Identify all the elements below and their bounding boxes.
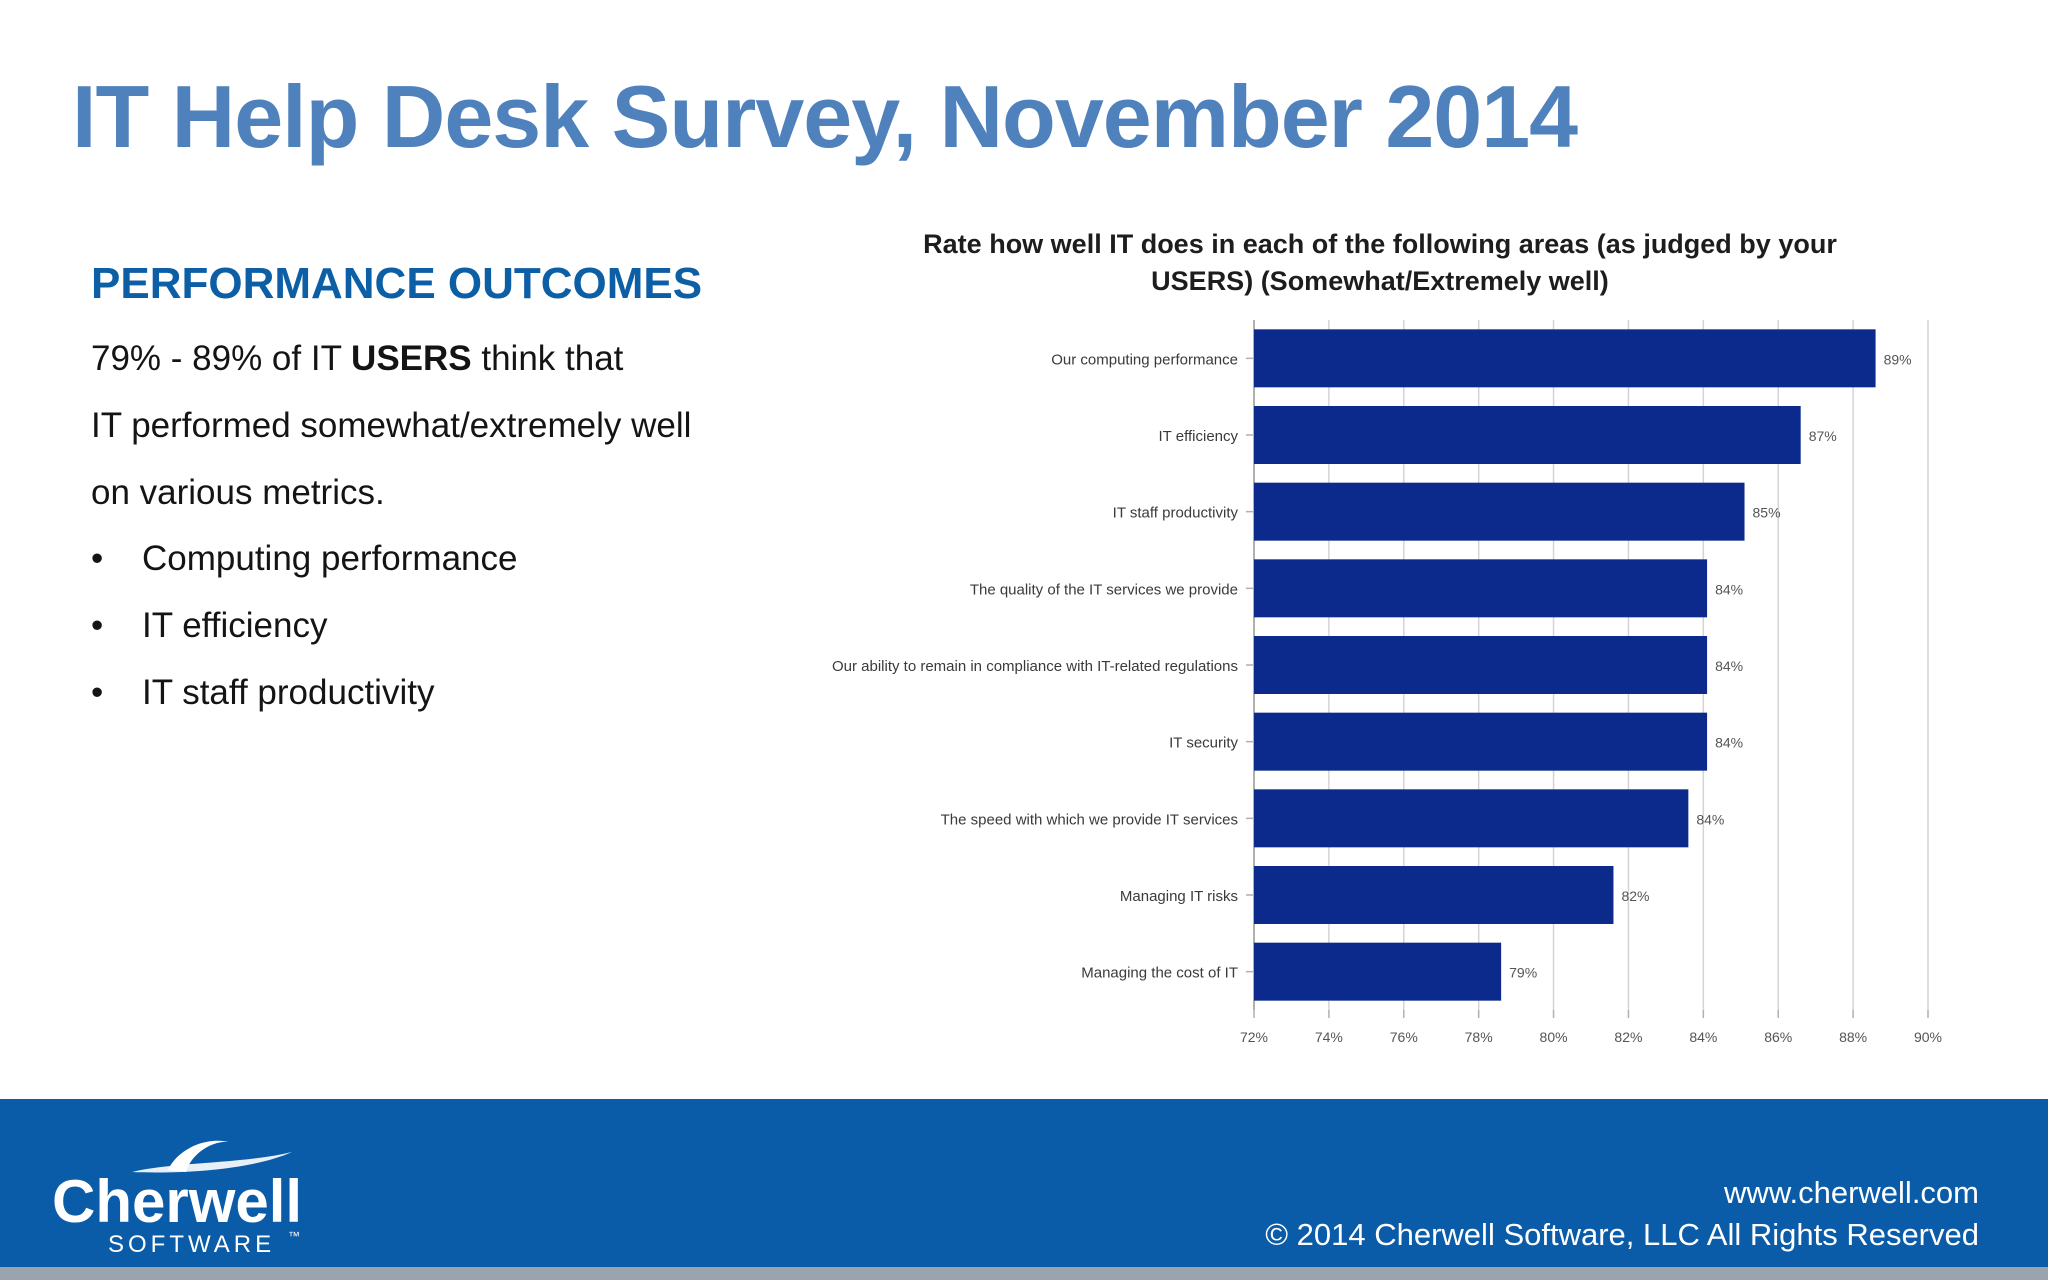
x-tick-label: 88% (1839, 1029, 1867, 1045)
value-label: 82% (1621, 888, 1649, 904)
bar (1254, 866, 1614, 924)
bar (1254, 482, 1745, 541)
category-label: Managing the cost of IT (1081, 965, 1238, 982)
logo-subtitle: SOFTWARE (108, 1231, 275, 1257)
footer-stripe (0, 1267, 2048, 1280)
value-label: 84% (1715, 658, 1743, 674)
category-label: Our ability to remain in compliance with… (832, 658, 1238, 675)
value-label: 84% (1696, 811, 1724, 827)
summary-suffix: think that (471, 339, 624, 378)
slide-title: IT Help Desk Survey, November 2014 (72, 67, 1578, 166)
summary-line-1: 79% - 89% of IT USERS think that (91, 336, 623, 382)
value-label: 85% (1753, 505, 1781, 521)
x-tick-label: 82% (1614, 1029, 1642, 1045)
cherwell-logo: Cherwell SOFTWARE ™ (52, 1140, 302, 1257)
x-tick-label: 90% (1914, 1029, 1942, 1045)
bar (1254, 329, 1876, 388)
x-tick-label: 72% (1240, 1029, 1268, 1045)
bullet-marker: • (91, 606, 104, 645)
value-label: 84% (1715, 581, 1743, 597)
summary-prefix: 79% - 89% of IT (91, 339, 352, 378)
summary-line-2: IT performed somewhat/extremely well (91, 406, 692, 445)
footer-url: www.cherwell.com (1724, 1175, 1979, 1210)
category-label: The quality of the IT services we provid… (970, 581, 1238, 598)
bar (1254, 942, 1502, 1001)
category-label: The speed with which we provide IT servi… (941, 811, 1238, 828)
summary-users-emphasis: USERS (351, 339, 472, 378)
bar (1254, 712, 1708, 771)
category-label: Managing IT risks (1120, 888, 1238, 905)
bar (1254, 406, 1801, 464)
value-label: 89% (1884, 351, 1912, 367)
value-label: 84% (1715, 735, 1743, 751)
category-label: Our computing performance (1051, 351, 1238, 368)
bar (1254, 789, 1689, 848)
bar (1254, 636, 1708, 694)
value-label: 79% (1509, 965, 1537, 981)
bullet-item: Computing performance (142, 539, 518, 578)
bullet-marker: • (91, 673, 104, 712)
value-label: 87% (1809, 428, 1837, 444)
footer-copyright: © 2014 Cherwell Software, LLC All Rights… (1265, 1217, 1979, 1252)
logo-trademark: ™ (288, 1229, 300, 1243)
bar-chart: Our computing performance 89% IT efficienc… (832, 320, 1942, 1045)
bullet-marker: • (91, 539, 104, 578)
x-tick-label: 74% (1315, 1029, 1343, 1045)
logo-swoosh-icon (168, 1140, 230, 1172)
chart-title-line-2: USERS) (Somewhat/Extremely well) (1151, 266, 1609, 296)
x-tick-label: 86% (1764, 1029, 1792, 1045)
chart-title: Rate how well IT does in each of the fol… (880, 226, 1880, 300)
category-label: IT security (1169, 735, 1238, 752)
category-label: IT efficiency (1159, 428, 1239, 445)
bullet-item: IT efficiency (142, 606, 328, 645)
bar (1254, 559, 1708, 618)
x-tick-label: 84% (1689, 1029, 1717, 1045)
summary-line-3: on various metrics. (91, 473, 385, 512)
x-tick-label: 80% (1540, 1029, 1568, 1045)
logo-wordmark: Cherwell (52, 1168, 302, 1235)
x-tick-label: 78% (1465, 1029, 1493, 1045)
chart-title-line-1: Rate how well IT does in each of the fol… (923, 229, 1837, 259)
x-tick-label: 76% (1390, 1029, 1418, 1045)
category-label: IT staff productivity (1113, 505, 1239, 522)
footer-band (0, 1099, 2048, 1267)
section-heading: PERFORMANCE OUTCOMES (91, 259, 703, 308)
bullet-item: IT staff productivity (142, 673, 435, 712)
